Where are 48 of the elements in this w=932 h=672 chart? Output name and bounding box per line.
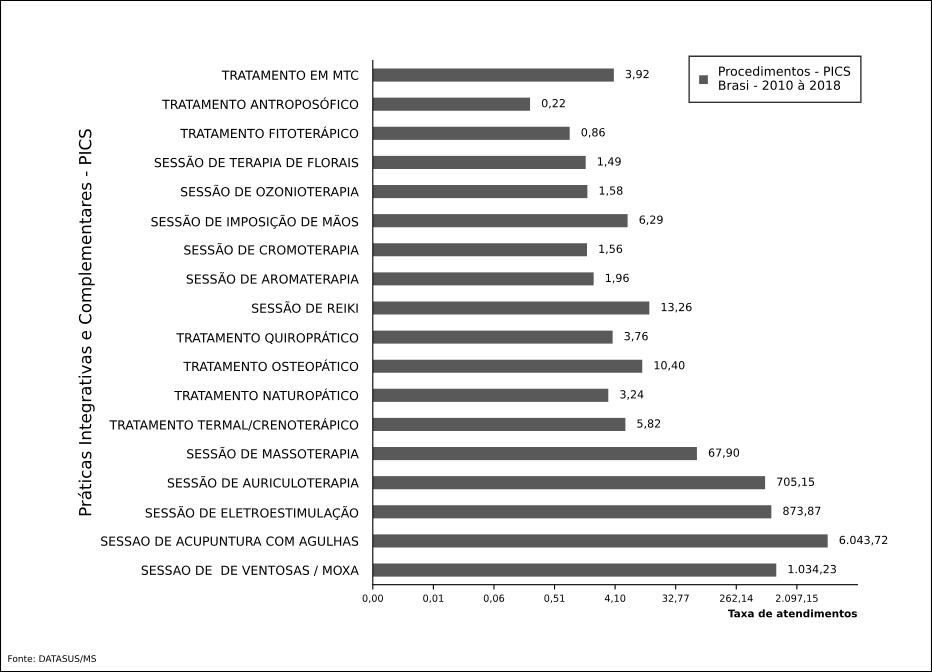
data-label: 3,92: [626, 70, 649, 80]
y-tick-label: SESSÃO DE REIKI: [252, 301, 358, 313]
data-label: 3,24: [620, 390, 644, 400]
x-tick-label: 32,77: [662, 594, 689, 603]
data-label: 705,15: [777, 478, 814, 488]
data-label: 1,56: [599, 244, 622, 254]
data-label: 0,22: [542, 98, 565, 109]
data-label: 1.034,23: [788, 564, 836, 574]
x-tick-label: 4,10: [604, 594, 626, 603]
y-tick-label: SESSÃO DE OZONIOTERAPIA: [180, 184, 359, 196]
y-tick-label: SESSÃO DE AROMATERAPIA: [186, 272, 359, 284]
data-label: 67,90: [708, 448, 740, 458]
source-note: Fonte: DATASUS/MS: [8, 655, 96, 663]
data-label: 10,40: [654, 361, 684, 371]
y-tick-label: SESSÃO DE IMPOSIÇÃO DE MÃOS: [151, 214, 358, 229]
data-label: 6.043,72: [840, 536, 888, 546]
x-tick-label: 0,01: [423, 594, 444, 603]
x-tick-label: 2.097,15: [776, 594, 818, 603]
x-tick-label: 262,14: [720, 594, 753, 603]
data-label: 0,86: [582, 128, 605, 138]
y-tick-label: SESSÃO DE CROMOTERAPIA: [184, 243, 359, 255]
y-tick-label: TRATAMENTO TERMAL/CRENOTERÁPICO: [109, 418, 358, 431]
data-label: 5,82: [637, 419, 660, 429]
x-tick-label: 0,06: [484, 594, 504, 603]
y-tick-label: SESSÃO DE MASSOTERAPIA: [187, 446, 359, 459]
data-label: 1,49: [598, 157, 621, 167]
x-tick-label: 0,00: [362, 594, 383, 603]
y-tick-label: TRATAMENTO FITOTERÁPICO: [180, 126, 358, 138]
x-tick-label: 0,51: [544, 594, 564, 603]
y-tick-label: SESSAO DE ACUPUNTURA COM AGULHAS: [101, 536, 358, 546]
y-tick-label: TRATAMENTO NATUROPÁTICO: [174, 388, 358, 400]
data-label: 873,87: [783, 506, 820, 516]
data-label: 13,26: [662, 302, 692, 312]
legend-label: Procedimentos - PICS Brasi - 2010 à 2018: [719, 66, 850, 90]
y-tick-label: SESSÃO DE TERAPIA DE FLORAIS: [154, 156, 358, 168]
x-axis-title: Taxa de atendimentos: [728, 609, 857, 618]
data-label: 3,76: [624, 332, 648, 342]
data-label: 1,96: [606, 274, 629, 284]
y-tick-label: SESSÃO DE AURICULOTERAPIA: [168, 476, 359, 488]
data-label: 6,29: [640, 215, 663, 225]
y-tick-label: SESSÃO DE ELETROESTIMULAÇÃO: [146, 506, 358, 520]
data-label: 1,58: [600, 186, 622, 196]
y-tick-label: TRATAMENTO EM MTC: [222, 70, 358, 80]
y-tick-label: TRATAMENTO ANTROPOSÓFICO: [162, 97, 358, 110]
y-tick-label: SESSAO DE DE VENTOSAS / MOXA: [142, 566, 359, 576]
y-tick-label: TRATAMENTO OSTEOPÁTICO: [183, 359, 358, 372]
y-axis-title: Práticas Integrativas e Complementares - PICS: [78, 129, 95, 516]
y-tick-label: TRATAMENTO QUIROPRÁTICO: [176, 330, 358, 344]
